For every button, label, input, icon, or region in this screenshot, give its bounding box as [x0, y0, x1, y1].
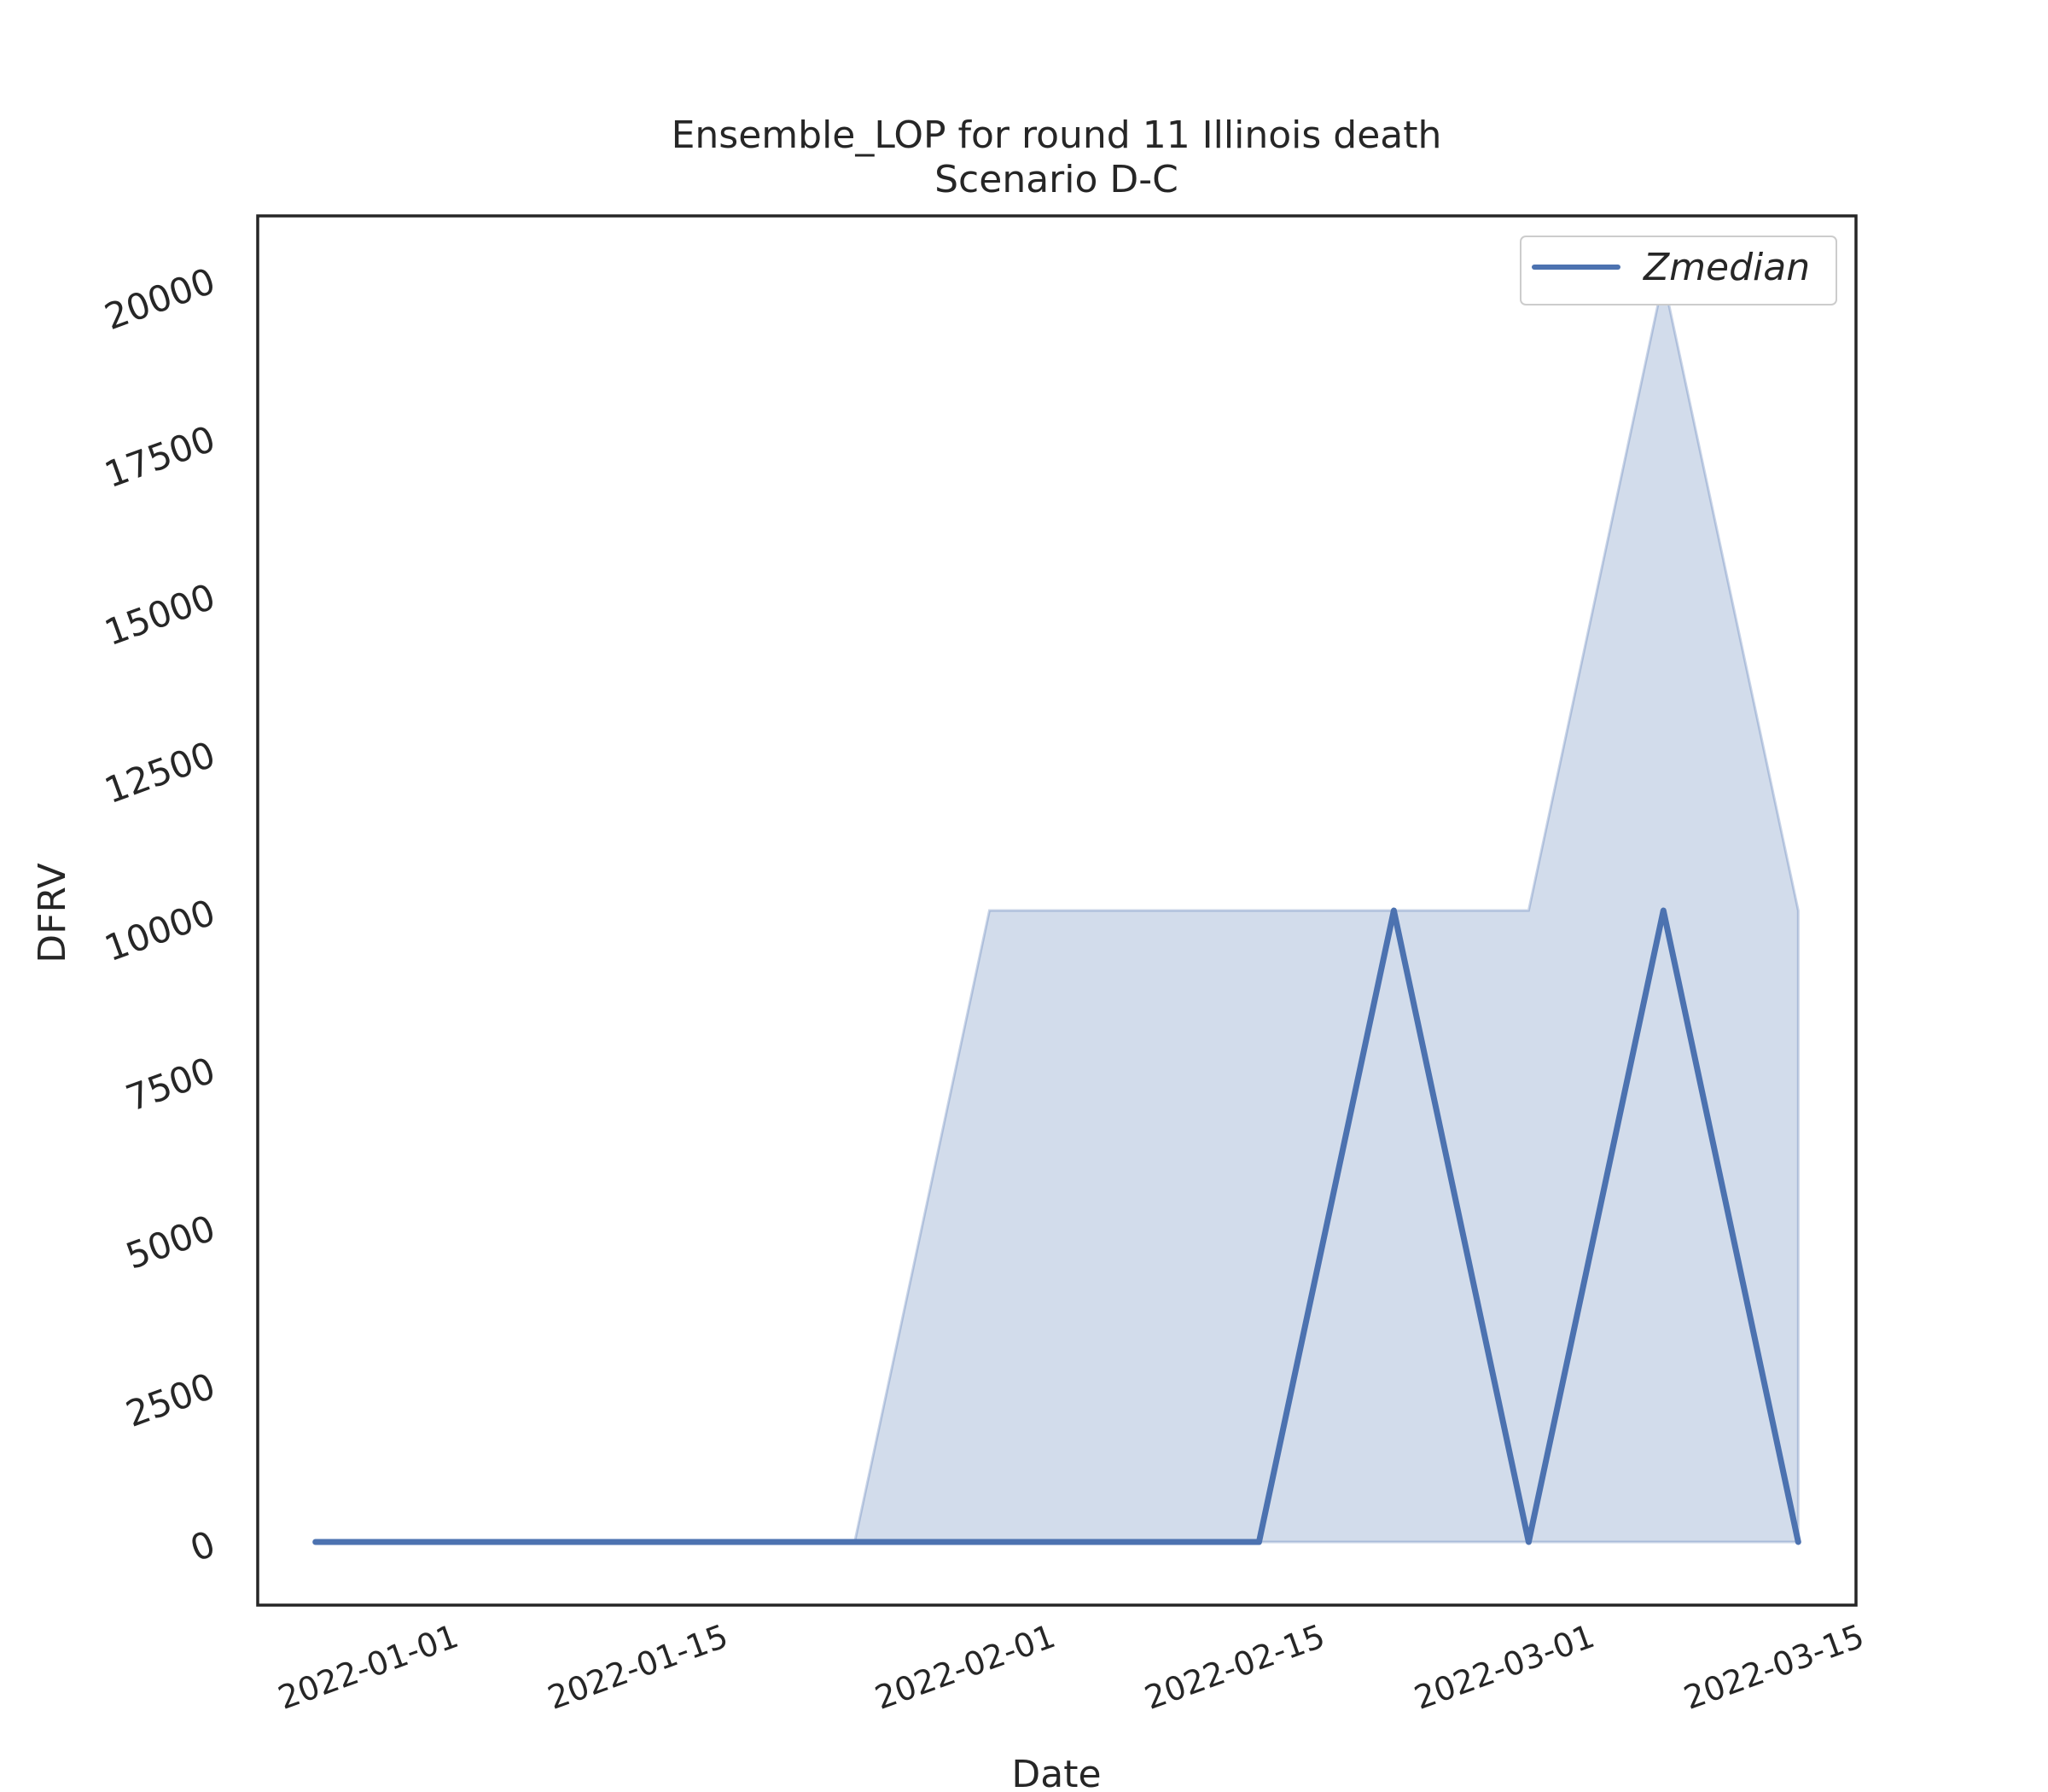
- legend-label-zmedian: Zmedian: [1643, 246, 1810, 289]
- data-point: [1526, 1539, 1532, 1545]
- y-axis-ticks: 0 2500 5000 7500 10000 12500 15000 17500 20000: [99, 259, 220, 1569]
- chart-title: Ensemble_LOP for round 11 Illinois death: [672, 113, 1442, 157]
- x-tick-label: 2022-02-01: [870, 1617, 1061, 1717]
- y-tick-label: 12500: [99, 733, 220, 812]
- data-point: [986, 1539, 992, 1545]
- y-tick-label: 17500: [99, 417, 220, 496]
- y-tick-label: 5000: [120, 1207, 220, 1277]
- legend: Zmedian: [1520, 236, 1837, 305]
- data-point: [852, 1539, 858, 1545]
- data-point: [1121, 1539, 1127, 1545]
- y-tick-label: 2500: [120, 1364, 220, 1435]
- x-tick-label: 2022-03-01: [1410, 1617, 1600, 1717]
- data-point: [717, 1539, 723, 1545]
- series-lines: [312, 907, 1801, 1545]
- y-axis-label: DFRV: [31, 863, 74, 963]
- y-tick-label: 15000: [99, 575, 220, 654]
- data-point: [1391, 908, 1397, 913]
- data-point: [1795, 1539, 1801, 1545]
- x-tick-label: 2022-01-15: [543, 1617, 733, 1717]
- data-point: [447, 1539, 453, 1545]
- x-tick-label: 2022-02-15: [1140, 1617, 1330, 1717]
- x-axis-label: Date: [1011, 1753, 1101, 1792]
- y-tick-label: 7500: [120, 1049, 220, 1120]
- chart-subtitle: Scenario D-C: [934, 158, 1178, 201]
- y-tick-label: 20000: [99, 259, 220, 338]
- legend-box: [1520, 236, 1837, 305]
- x-axis-ticks: 2022-01-01 2022-01-15 2022-02-01 2022-02-15…: [273, 1617, 1869, 1717]
- series-line-zmedian: [312, 907, 1801, 1545]
- plot-frame: [256, 214, 1858, 1607]
- y-tick-label: 0: [185, 1522, 221, 1569]
- y-tick-label: 10000: [99, 891, 220, 969]
- data-point: [582, 1539, 588, 1545]
- band-area: [315, 278, 1800, 1544]
- data-point: [1256, 1539, 1262, 1545]
- confidence-band: [315, 278, 1800, 1544]
- x-tick-label: 2022-03-15: [1679, 1617, 1870, 1717]
- data-point: [312, 1539, 318, 1545]
- data-point: [1661, 908, 1667, 913]
- x-tick-label: 2022-01-01: [273, 1617, 463, 1717]
